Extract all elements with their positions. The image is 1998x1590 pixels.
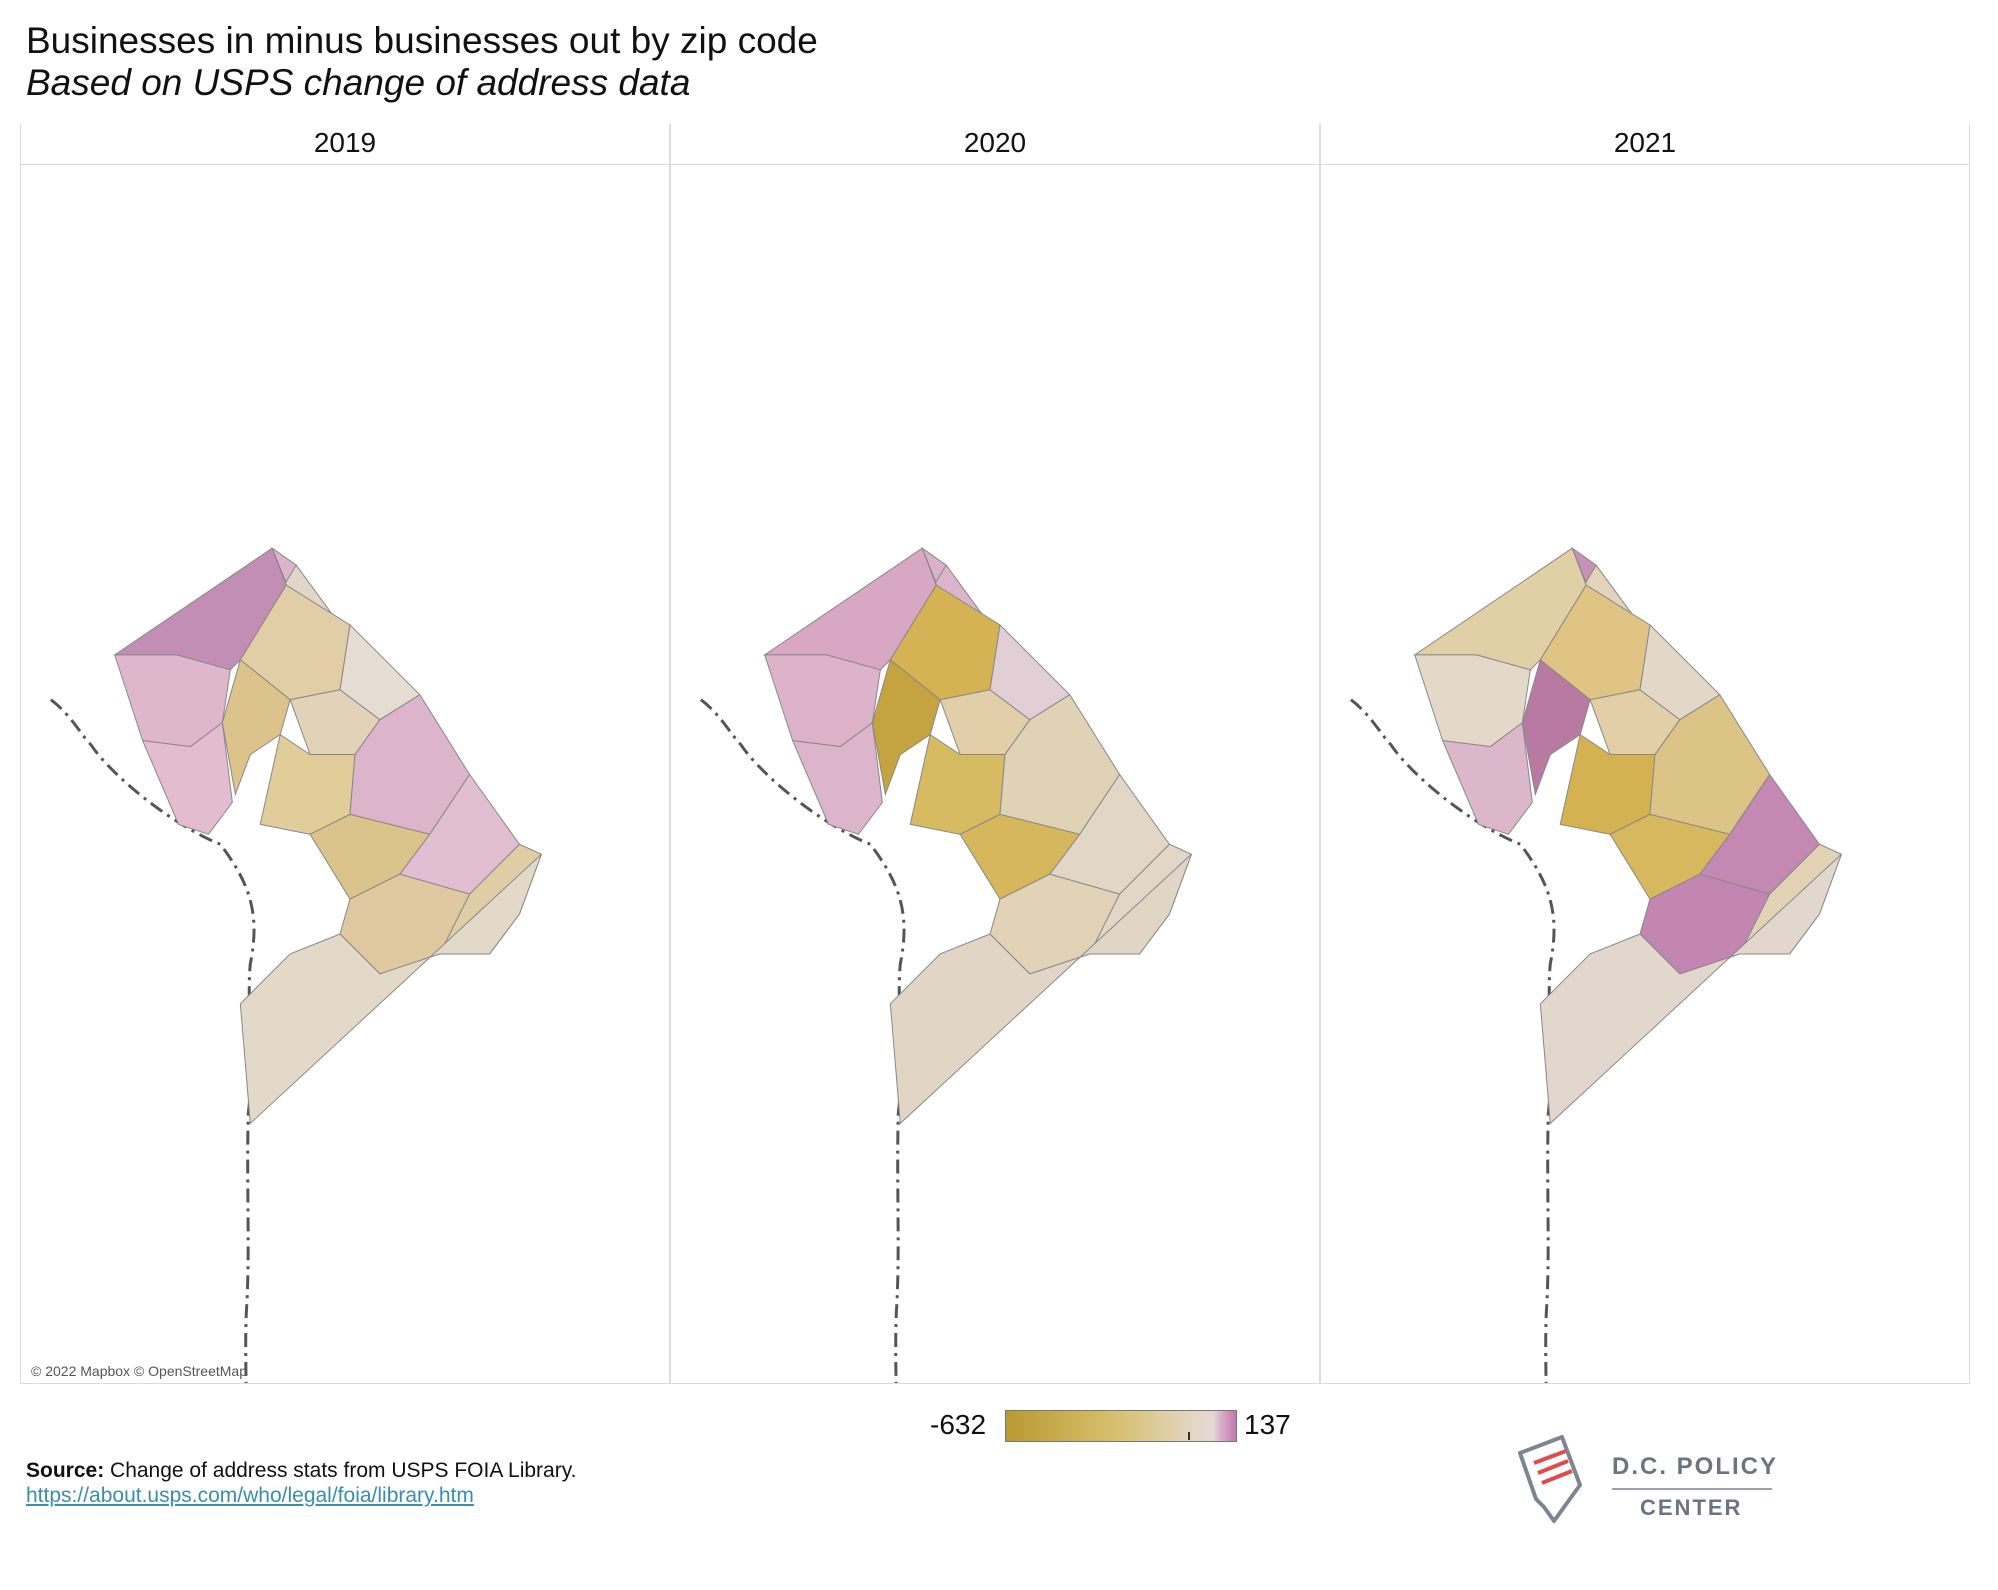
source-link[interactable]: https://about.usps.com/who/legal/foia/li…	[26, 1484, 474, 1507]
dc-map-group	[1350, 546, 1843, 1383]
source-text: Change of address stats from USPS FOIA L…	[104, 1459, 577, 1482]
zip-region[interactable]	[1441, 721, 1533, 835]
legend-min-label: -632	[930, 1409, 987, 1440]
source-note: Source: Change of address stats from USP…	[26, 1458, 577, 1484]
logo-divider	[1612, 1488, 1772, 1490]
zip-region[interactable]	[1539, 853, 1842, 1125]
logo-title: D.C. POLICY	[1612, 1453, 1779, 1480]
zip-map[interactable]	[1321, 165, 1969, 1383]
map-panels: 2019 © 2022 Mapbox © OpenStreetMap 2020 …	[20, 124, 1972, 1384]
zip-map[interactable]	[671, 165, 1319, 1383]
zip-region[interactable]	[889, 853, 1192, 1125]
panel-year-label: 2021	[1321, 124, 1969, 165]
panel-2019: 2019 © 2022 Mapbox © OpenStreetMap	[20, 124, 670, 1384]
map-credit: © 2022 Mapbox © OpenStreetMap	[31, 1363, 247, 1379]
panel-year-label: 2019	[21, 124, 669, 165]
chart-subtitle: Based on USPS change of address data	[26, 62, 691, 103]
panel-2021: 2021	[1320, 124, 1970, 1384]
panel-year-label: 2020	[671, 124, 1319, 165]
legend-gradient-bar	[1005, 1410, 1237, 1442]
dc-map-group	[700, 546, 1193, 1383]
legend-zero-tick	[1188, 1432, 1190, 1440]
zip-region[interactable]	[141, 721, 233, 835]
legend-max-label: 137	[1244, 1409, 1291, 1440]
panel-2020: 2020	[670, 124, 1320, 1384]
logo-subtitle: CENTER	[1640, 1495, 1743, 1520]
dc-map-group	[50, 546, 543, 1383]
source-label: Source:	[26, 1459, 105, 1482]
zip-map[interactable]	[21, 165, 669, 1383]
zip-region[interactable]	[791, 721, 883, 835]
river-boundary	[700, 698, 906, 1383]
logo-icon	[1518, 1435, 1582, 1523]
dc-policy-center-logo: D.C. POLICY CENTER	[1510, 1425, 1780, 1535]
zip-region[interactable]	[239, 853, 542, 1125]
river-boundary	[50, 698, 256, 1383]
color-legend: -632 137	[930, 1408, 1291, 1442]
chart-title: Businesses in minus businesses out by zi…	[26, 20, 818, 61]
river-boundary	[1350, 698, 1556, 1383]
